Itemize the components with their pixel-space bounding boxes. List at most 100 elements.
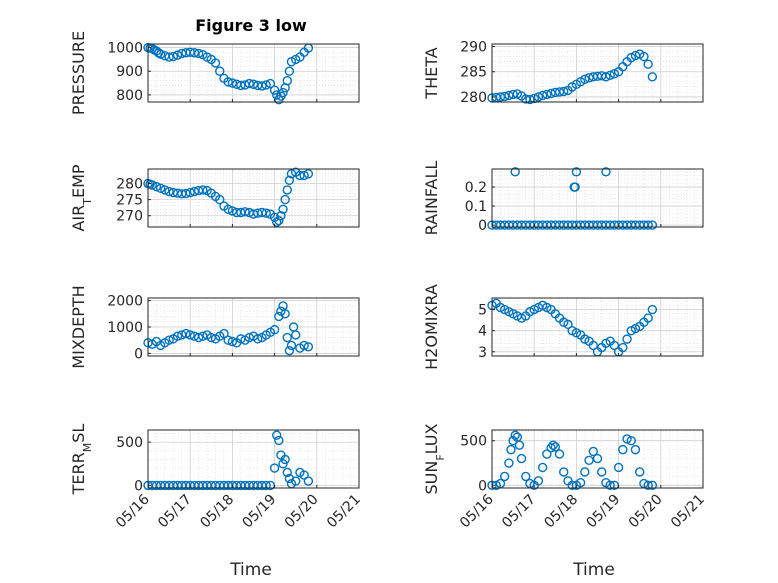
data-point bbox=[282, 467, 292, 478]
data-point bbox=[643, 313, 653, 323]
y-axis-label-main: RAINFALL bbox=[422, 161, 441, 236]
data-point bbox=[261, 80, 271, 90]
data-point bbox=[499, 91, 510, 102]
data-point bbox=[215, 194, 225, 205]
y-axis-label-suffix: SL bbox=[69, 424, 88, 443]
data-point bbox=[601, 167, 611, 177]
data-point bbox=[647, 304, 658, 315]
data-point bbox=[253, 334, 263, 344]
y-axis-label: TERRMSL bbox=[69, 424, 94, 496]
data-point bbox=[548, 440, 558, 450]
data-point bbox=[643, 220, 653, 230]
data-point bbox=[575, 477, 586, 488]
data-point bbox=[172, 331, 183, 341]
data-point bbox=[542, 449, 552, 459]
axes-box bbox=[491, 43, 704, 103]
data-point bbox=[286, 340, 297, 351]
data-point bbox=[155, 183, 166, 194]
data-point bbox=[550, 442, 560, 452]
data-point bbox=[181, 328, 191, 339]
data-point bbox=[236, 80, 246, 91]
data-point bbox=[284, 346, 295, 356]
data-point bbox=[533, 476, 544, 486]
data-point bbox=[278, 87, 288, 98]
data-point bbox=[193, 48, 204, 59]
data-point bbox=[546, 443, 556, 453]
data-point bbox=[601, 72, 611, 82]
x-axis-label-right: Time bbox=[572, 560, 615, 580]
data-point bbox=[286, 169, 297, 179]
y-axis-label-main: H2OMIXRA bbox=[422, 284, 441, 370]
y-tick-label: 280 bbox=[116, 177, 143, 193]
y-axis-label: MIXDEPTH bbox=[69, 285, 88, 368]
y-axis-label: PRESSURE bbox=[69, 31, 88, 115]
data-point bbox=[276, 211, 286, 221]
data-point bbox=[303, 169, 314, 179]
data-point bbox=[274, 435, 284, 446]
y-axis-label-suffix: LUX bbox=[422, 423, 441, 454]
data-point bbox=[227, 336, 238, 347]
data-point bbox=[198, 185, 208, 195]
data-point bbox=[164, 186, 174, 197]
data-point bbox=[647, 480, 658, 491]
data-point bbox=[554, 449, 565, 459]
data-point bbox=[185, 330, 195, 340]
axes-box bbox=[491, 168, 704, 228]
data-point bbox=[269, 463, 280, 473]
y-axis-label-suffix: EMP bbox=[69, 164, 88, 198]
subplot-pressure: 800 900 1000 PRESSURE bbox=[69, 31, 360, 115]
data-point bbox=[278, 459, 288, 469]
data-point bbox=[168, 51, 179, 62]
data-point bbox=[248, 209, 259, 219]
data-point bbox=[559, 467, 569, 477]
data-point bbox=[265, 78, 276, 89]
data-point bbox=[164, 52, 174, 62]
y-tick-label: 270 bbox=[116, 209, 143, 225]
data-point bbox=[630, 444, 641, 455]
data-point bbox=[248, 79, 259, 89]
axes-box bbox=[491, 297, 704, 357]
data-point bbox=[272, 430, 282, 440]
data-point bbox=[613, 462, 624, 473]
y-axis-label-main: SUN bbox=[422, 461, 441, 495]
subplot-h2omixra: 3 4 5 H2OMIXRA bbox=[422, 284, 704, 370]
data-point bbox=[597, 467, 607, 477]
y-axis-label: SUNFLUX bbox=[422, 423, 447, 494]
data-point bbox=[274, 215, 284, 226]
data-point bbox=[647, 220, 658, 230]
data-point bbox=[291, 476, 301, 486]
data-point bbox=[282, 332, 292, 343]
data-point bbox=[291, 330, 301, 340]
data-point bbox=[227, 78, 238, 88]
data-point bbox=[223, 77, 233, 87]
data-point bbox=[626, 436, 636, 446]
data-point bbox=[269, 85, 280, 95]
data-point bbox=[622, 434, 632, 444]
data-point bbox=[643, 59, 653, 69]
data-point bbox=[185, 187, 195, 198]
y-tick-label: 285 bbox=[460, 65, 487, 81]
data-point bbox=[570, 182, 580, 192]
y-tick-label: 900 bbox=[116, 64, 143, 80]
y-tick-label: 0 bbox=[134, 346, 143, 362]
subplot-theta: 280 285 290 THETA bbox=[422, 40, 704, 106]
data-point bbox=[643, 480, 653, 491]
y-axis-label-subscript: T bbox=[81, 198, 94, 206]
y-tick-label: 0.2 bbox=[465, 180, 487, 196]
data-point bbox=[284, 473, 295, 484]
y-axis-label: AIRTEMP bbox=[69, 164, 94, 231]
subplot-rainfall: 0 0.1 0.2 RAINFALL bbox=[422, 161, 704, 236]
data-point bbox=[215, 66, 225, 76]
data-point bbox=[588, 340, 598, 351]
data-point bbox=[223, 335, 233, 345]
data-point bbox=[563, 319, 573, 330]
data-point bbox=[605, 70, 615, 80]
data-point bbox=[278, 204, 288, 214]
data-point bbox=[244, 78, 254, 89]
data-point bbox=[151, 182, 162, 192]
y-axis-label: THETA bbox=[422, 47, 441, 99]
y-tick-label: 0 bbox=[478, 218, 487, 234]
data-point bbox=[295, 170, 305, 181]
